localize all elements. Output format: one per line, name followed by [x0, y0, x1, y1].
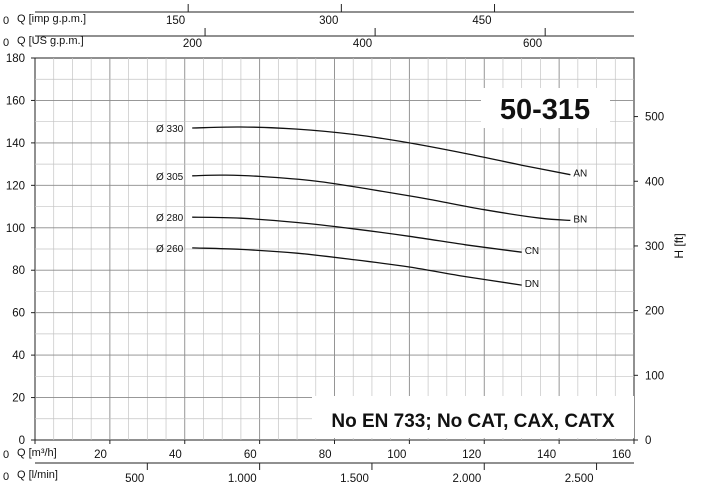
- y-ft-axis-label: H [ft]: [672, 233, 686, 258]
- y-tick-label: 100: [6, 223, 25, 235]
- curve-an: [192, 126, 571, 176]
- y-tick-label: 60: [12, 308, 25, 320]
- x-tick-label: 100: [387, 449, 406, 461]
- y-tick-label: 20: [12, 393, 25, 405]
- imp-gpm-tick-label: 150: [166, 15, 185, 27]
- y-ft-tick-label: 300: [645, 241, 664, 253]
- y-ft-tick-label: 400: [645, 176, 664, 188]
- y-tick-label: 40: [12, 350, 25, 362]
- top-axes: 0 150 300 450 Q [imp g.p.m.] 0 200 400 600 Q [US …: [3, 4, 634, 50]
- lmin-tick-label: 1.500: [340, 473, 369, 485]
- curve-dn: [192, 247, 522, 286]
- imp-gpm-tick-label: 300: [319, 15, 338, 27]
- us-gpm-tick-label: 0: [3, 37, 9, 49]
- y-tick-label: 0: [19, 435, 25, 447]
- model-title-box: 50-315: [481, 88, 610, 128]
- curve-label-bn: BN: [573, 214, 587, 225]
- x-tick-label: 120: [462, 449, 481, 461]
- y-tick-label: 120: [6, 180, 25, 192]
- y-ft-tick-label: 0: [645, 435, 651, 447]
- bottom-axes: 0 20 40 60 80 100 120 140 160 Q [m³/h] 0 500 1.000 1.…: [3, 440, 635, 485]
- x-tick-label: 140: [537, 449, 556, 461]
- curve-label-cn: CN: [525, 246, 539, 257]
- y-tick-label: 180: [6, 53, 25, 65]
- x-tick-label: 0: [3, 449, 9, 461]
- us-gpm-tick-label: 600: [523, 38, 542, 50]
- curve-cn: [192, 216, 522, 253]
- compatibility-note: No EN 733; No CAT, CAX, CATX: [331, 411, 615, 432]
- lmin-tick-label: 0: [3, 471, 9, 483]
- y-axis-right: 0 100 200 300 400 500 H [ft]: [634, 112, 686, 447]
- us-gpm-tick-label: 400: [353, 38, 372, 50]
- imp-gpm-tick-label: 0: [3, 15, 9, 27]
- y-axis-left: 0 20 40 60 80 100 120 140 160 180: [6, 53, 35, 447]
- y-tick-label: 140: [6, 138, 25, 150]
- y-tick-label: 160: [6, 95, 25, 107]
- model-title: 50-315: [500, 94, 590, 126]
- curve-label-dn: DN: [525, 279, 539, 290]
- curve-label-an: AN: [573, 169, 587, 180]
- y-ft-tick-label: 500: [645, 112, 664, 124]
- diameter-label-dn: Ø 260: [156, 244, 184, 255]
- x-tick-label: 20: [94, 449, 107, 461]
- y-ft-tick-label: 100: [645, 370, 664, 382]
- lmin-tick-label: 500: [125, 473, 144, 485]
- x-tick-label: 60: [244, 449, 257, 461]
- x-tick-label: 160: [612, 449, 631, 461]
- note-box: No EN 733; No CAT, CAX, CATX: [312, 396, 634, 438]
- y-tick-label: 80: [12, 265, 25, 277]
- x-tick-label: 80: [319, 449, 332, 461]
- us-gpm-tick-label: 200: [183, 38, 202, 50]
- lmin-tick-label: 2.500: [565, 473, 594, 485]
- diameter-label-bn: Ø 305: [156, 172, 184, 183]
- imp-gpm-axis-label: Q [imp g.p.m.]: [17, 13, 86, 25]
- diameter-label-cn: Ø 280: [156, 213, 184, 224]
- x-axis-label: Q [m³/h]: [17, 447, 57, 459]
- imp-gpm-tick-label: 450: [472, 15, 491, 27]
- diameter-label-an: Ø 330: [156, 124, 184, 135]
- y-ft-tick-label: 200: [645, 306, 664, 318]
- lmin-tick-label: 2.000: [452, 473, 481, 485]
- curve-bn: [192, 174, 571, 222]
- curves: Ø 330 AN Ø 305 BN Ø 280 CN Ø 260 DN: [156, 124, 587, 290]
- lmin-tick-label: 1.000: [228, 473, 257, 485]
- us-gpm-axis-label: Q [US g.p.m.]: [17, 35, 84, 47]
- lmin-axis-label: Q [l/min]: [17, 469, 58, 481]
- x-tick-label: 40: [169, 449, 182, 461]
